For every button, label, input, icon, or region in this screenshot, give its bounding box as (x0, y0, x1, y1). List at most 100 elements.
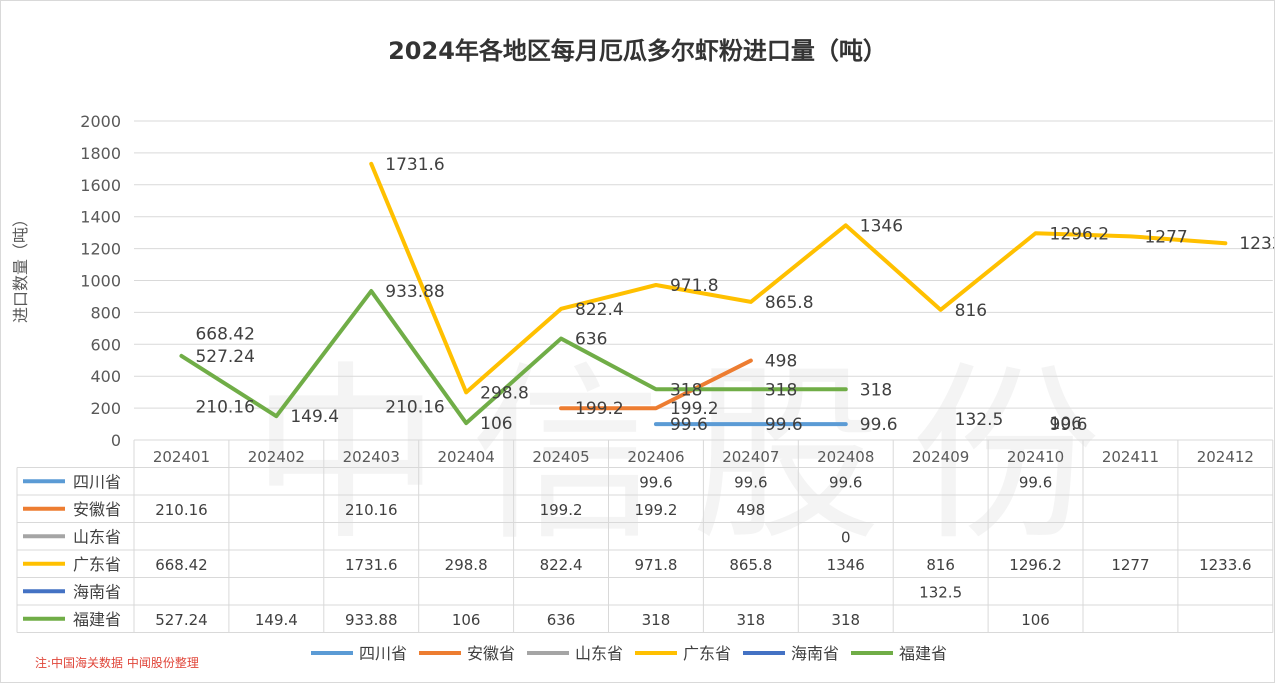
data-label: 99.6 (670, 415, 708, 435)
y-tick-label: 1000 (80, 272, 121, 291)
table-cell: 298.8 (445, 556, 488, 574)
data-label: 106 (1050, 414, 1082, 434)
table-cell: 971.8 (634, 556, 677, 574)
x-tick-label: 202402 (248, 448, 305, 466)
table-cell: 1296.2 (1009, 556, 1062, 574)
data-label: 865.8 (765, 293, 814, 313)
data-label: 527.24 (195, 347, 254, 367)
y-tick-label: 200 (90, 399, 121, 418)
table-cell: 1277 (1111, 556, 1149, 574)
table-cell: 822.4 (540, 556, 583, 574)
y-tick-label: 1600 (80, 176, 121, 195)
x-tick-label: 202412 (1197, 448, 1254, 466)
table-cell: 865.8 (729, 556, 772, 574)
data-label: 1296.2 (1050, 224, 1109, 244)
table-cell: 816 (926, 556, 955, 574)
table-cell: 498 (737, 501, 766, 519)
table-cell: 0 (841, 528, 851, 546)
data-label: 99.6 (765, 415, 803, 435)
data-label: 199.2 (575, 399, 624, 419)
data-label: 1731.6 (385, 155, 444, 175)
table-row-name: 广东省 (73, 555, 121, 574)
x-tick-label: 202403 (343, 448, 400, 466)
table-row-name: 四川省 (73, 472, 121, 491)
x-tick-label: 202408 (817, 448, 874, 466)
y-tick-label: 2000 (80, 112, 121, 131)
y-tick-label: 400 (90, 367, 121, 386)
data-label: 1346 (860, 216, 903, 236)
legend-label: 广东省 (683, 644, 731, 663)
y-tick-label: 800 (90, 303, 121, 322)
x-tick-label: 202411 (1102, 448, 1159, 466)
table-cell: 99.6 (1019, 473, 1052, 491)
data-label: 318 (670, 380, 702, 400)
data-label: 636 (575, 330, 607, 350)
data-label: 99.6 (1050, 415, 1088, 435)
table-row-name: 安徽省 (73, 500, 121, 519)
x-tick-label: 202401 (153, 448, 210, 466)
data-label: 132.5 (955, 410, 1004, 430)
table-cell: 199.2 (540, 501, 583, 519)
x-tick-label: 202406 (627, 448, 684, 466)
table-cell: 99.6 (734, 473, 767, 491)
table-cell: 668.42 (155, 556, 208, 574)
table-row-name: 山东省 (73, 527, 121, 546)
data-label: 668.42 (195, 324, 254, 344)
table-row-name: 福建省 (73, 610, 121, 629)
chart-title: 2024年各地区每月厄瓜多尔虾粉进口量（吨） (388, 37, 887, 65)
data-label: 498 (765, 352, 797, 372)
x-tick-label: 202407 (722, 448, 779, 466)
table-row-name: 海南省 (73, 582, 121, 601)
x-tick-label: 202409 (912, 448, 969, 466)
table-cell: 106 (1021, 611, 1050, 629)
table-cell: 210.16 (345, 501, 398, 519)
table-cell: 318 (737, 611, 766, 629)
data-label: 318 (860, 380, 892, 400)
x-tick-label: 202404 (438, 448, 495, 466)
data-label: 210.16 (385, 397, 444, 417)
legend-label: 安徽省 (467, 644, 515, 663)
y-tick-label: 1400 (80, 208, 121, 227)
table-cell: 1346 (827, 556, 865, 574)
y-tick-label: 0 (111, 431, 121, 450)
data-label: 1233.6 (1239, 234, 1274, 254)
table-cell: 1233.6 (1199, 556, 1252, 574)
table-cell: 99.6 (639, 473, 672, 491)
table-cell: 933.88 (345, 611, 398, 629)
table-cell: 636 (547, 611, 576, 629)
series-line (369, 161, 1228, 395)
table-cell: 318 (642, 611, 671, 629)
data-label: 210.16 (195, 397, 254, 417)
y-tick-label: 1800 (80, 144, 121, 163)
table-cell: 318 (831, 611, 860, 629)
data-label: 99.6 (860, 415, 898, 435)
source-note: 注:中国海关数据 中闻股份整理 (35, 656, 199, 670)
legend-label: 福建省 (899, 644, 947, 663)
series-line (179, 289, 848, 426)
table-cell: 149.4 (255, 611, 298, 629)
table-cell: 132.5 (919, 583, 962, 601)
table-cell: 106 (452, 611, 481, 629)
data-label: 149.4 (290, 407, 339, 427)
y-tick-label: 1200 (80, 240, 121, 259)
data-label: 816 (955, 301, 987, 321)
table-cell: 210.16 (155, 501, 208, 519)
x-tick-label: 202410 (1007, 448, 1064, 466)
legend-label: 四川省 (359, 644, 407, 663)
data-label: 199.2 (670, 399, 719, 419)
legend-label: 山东省 (575, 644, 623, 663)
data-label: 318 (765, 380, 797, 400)
table-cell: 1731.6 (345, 556, 398, 574)
x-tick-label: 202405 (532, 448, 589, 466)
data-label: 971.8 (670, 276, 719, 296)
table-cell: 527.24 (155, 611, 208, 629)
table-cell: 199.2 (634, 501, 677, 519)
data-label: 1277 (1144, 227, 1187, 247)
series-line (559, 358, 753, 411)
data-label: 822.4 (575, 300, 624, 320)
table-cell: 99.6 (829, 473, 862, 491)
data-label: 933.88 (385, 282, 444, 302)
data-label: 298.8 (480, 383, 529, 403)
